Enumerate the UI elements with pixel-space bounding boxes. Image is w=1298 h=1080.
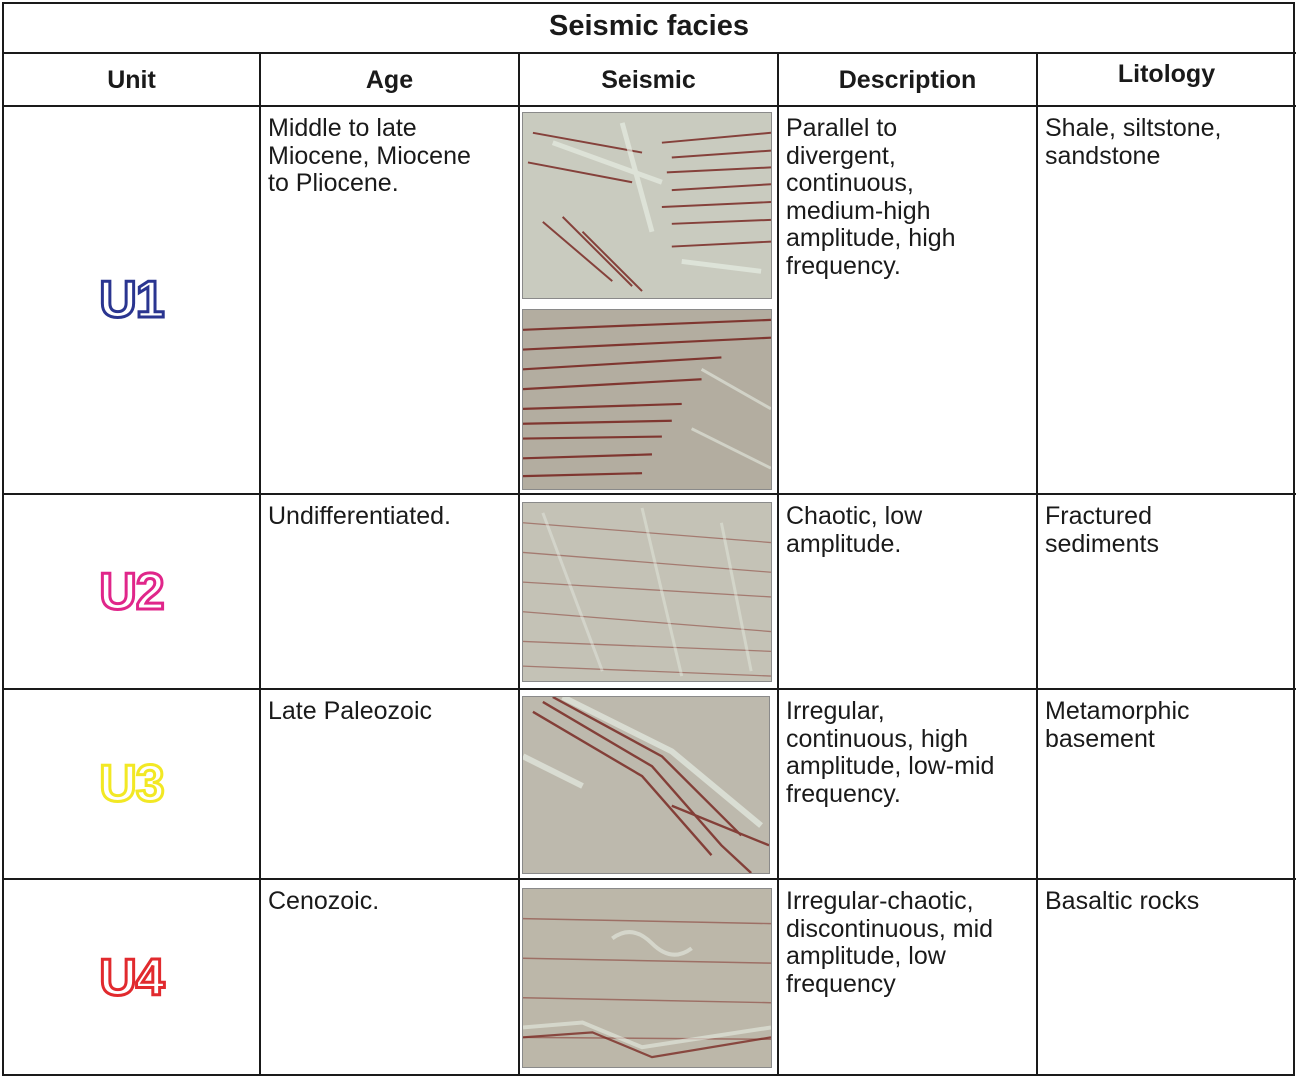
- unit-label-u4: U4: [98, 948, 166, 1009]
- lithology-cell: Fractured sediments: [1045, 502, 1159, 558]
- unit-label-u1: U1: [98, 270, 166, 331]
- header-age: Age: [365, 65, 414, 94]
- age-cell: Late Paleozoic: [268, 697, 433, 725]
- description-cell: Parallel to divergent, continuous, mediu…: [786, 114, 956, 280]
- divider: [777, 52, 779, 1076]
- divider: [1036, 52, 1038, 1076]
- seismic-image: [522, 309, 772, 490]
- divider: [259, 52, 261, 1076]
- description-cell: Irregular, continuous, high amplitude, l…: [786, 697, 995, 808]
- divider: [2, 688, 1296, 690]
- unit-label-u3: U3: [98, 754, 166, 815]
- divider: [2, 105, 1296, 107]
- header-seismic: Seismic: [601, 65, 696, 94]
- age-cell: Undifferentiated.: [268, 502, 451, 530]
- seismic-image: [522, 112, 772, 299]
- seismic-image: [522, 696, 770, 874]
- header-unit: Unit: [107, 65, 156, 94]
- divider: [2, 52, 1296, 54]
- description-cell: Irregular-chaotic, discontinuous, mid am…: [786, 887, 994, 998]
- header-lithology: Litology: [1117, 59, 1216, 88]
- lithology-cell: Metamorphic basement: [1045, 697, 1190, 753]
- description-cell: Chaotic, low amplitude.: [786, 502, 923, 558]
- divider: [518, 52, 520, 1076]
- divider: [2, 493, 1296, 495]
- age-cell: Cenozoic.: [268, 887, 380, 915]
- seismic-image: [522, 888, 772, 1068]
- lithology-cell: Basaltic rocks: [1045, 887, 1200, 915]
- lithology-cell: Shale, siltstone, sandstone: [1045, 114, 1222, 170]
- seismic-image: [522, 502, 772, 682]
- table-title: Seismic facies: [549, 9, 749, 42]
- unit-label-u2: U2: [98, 561, 166, 622]
- divider: [2, 878, 1296, 880]
- age-cell: Middle to late Miocene, Miocene to Plioc…: [268, 114, 471, 197]
- header-description: Description: [838, 65, 977, 94]
